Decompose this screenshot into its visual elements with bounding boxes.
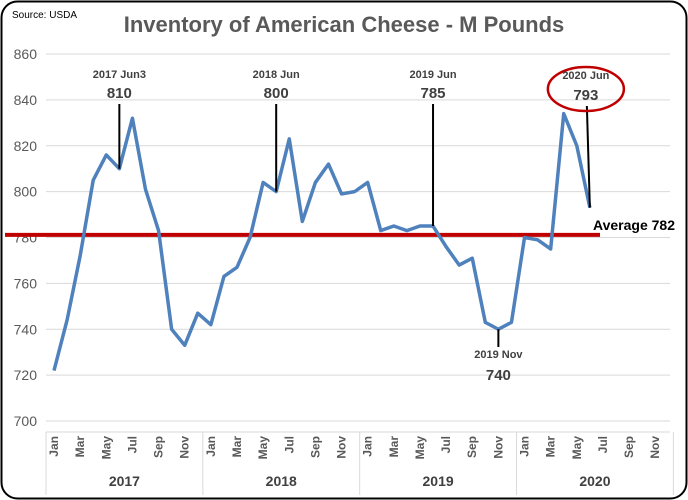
x-tick-label: Nov [335, 436, 349, 459]
x-tick-label: Jan [518, 436, 532, 457]
x-tick-label: Mar [230, 436, 244, 458]
y-tick-label: 740 [14, 321, 38, 337]
x-tick-label: Jul [596, 436, 610, 453]
y-tick-label: 760 [14, 275, 38, 291]
y-tick-label: 780 [14, 230, 38, 246]
x-tick-label: Nov [491, 436, 505, 459]
series-line [52, 111, 592, 371]
y-tick-label: 720 [14, 367, 38, 383]
x-tick-label: Nov [648, 436, 662, 459]
x-tick-label: Nov [178, 436, 192, 459]
annotation-leader [585, 105, 591, 208]
x-tick-label: Jan [204, 436, 218, 457]
y-tick-label: 800 [14, 184, 38, 200]
annotation-label: 2019 Nov [474, 349, 523, 361]
annotation-value: 785 [421, 85, 446, 102]
annotation-value: 740 [486, 367, 511, 384]
x-tick-label: Jan [361, 436, 375, 457]
y-tick-label: 700 [14, 413, 38, 429]
annotation-label: 2020 Jun [562, 70, 609, 82]
x-tick-label: Jul [439, 436, 453, 453]
annotation-value: 810 [107, 85, 132, 102]
x-tick-label: Sep [465, 436, 479, 458]
y-tick-label: 820 [14, 138, 38, 154]
y-tick-label: 840 [14, 92, 38, 108]
year-label: 2018 [266, 473, 297, 489]
average-label: Average 782 [593, 217, 675, 233]
x-tick-label: Mar [544, 436, 558, 458]
x-tick-label: Sep [308, 436, 322, 458]
annotation-label: 2017 Jun3 [93, 69, 146, 81]
annotation-value: 800 [264, 85, 289, 102]
highlight-circle [546, 65, 626, 113]
x-tick-label: Mar [73, 436, 87, 458]
year-label: 2020 [579, 473, 610, 489]
chart-title: Inventory of American Cheese - M Pounds [124, 12, 565, 37]
x-tick-label: Sep [622, 436, 636, 458]
x-tick-label: May [256, 436, 270, 460]
annotation-label: 2018 Jun [253, 69, 300, 81]
year-label: 2017 [109, 473, 140, 489]
x-tick-label: Jul [282, 436, 296, 453]
x-tick-label: Jan [47, 436, 61, 457]
source-note: Source: USDA [12, 10, 77, 21]
x-tick-label: Sep [152, 436, 166, 458]
x-tick-label: May [413, 436, 427, 460]
annotation-label: 2019 Jun [409, 69, 456, 81]
annotation-value: 793 [573, 87, 598, 104]
y-tick-label: 860 [14, 46, 38, 62]
x-tick-label: May [570, 436, 584, 460]
x-tick-label: Jul [125, 436, 139, 453]
x-tick-label: Mar [387, 436, 401, 458]
x-tick-label: May [99, 436, 113, 460]
year-label: 2019 [423, 473, 454, 489]
